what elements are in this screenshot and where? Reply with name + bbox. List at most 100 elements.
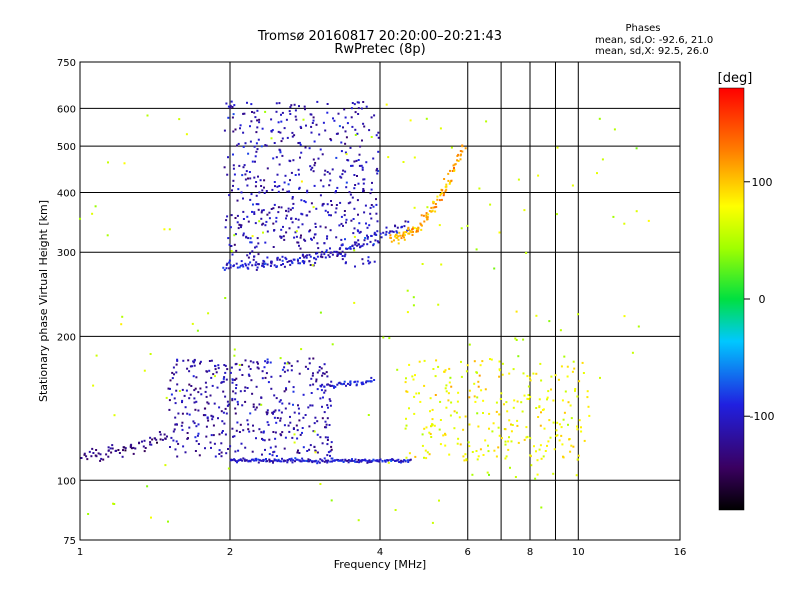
echo-point [290, 369, 293, 372]
echo-point [274, 185, 276, 188]
echo-point [213, 442, 216, 445]
echo-point [183, 394, 186, 397]
echo-point [257, 461, 260, 464]
echo-point [247, 220, 250, 223]
echo-point [367, 256, 370, 259]
echo-point [107, 455, 110, 458]
echo-point [438, 428, 441, 431]
echo-point [312, 116, 315, 119]
echo-point [453, 163, 456, 166]
echo-point [247, 263, 250, 266]
echo-point [247, 237, 250, 240]
echo-point [294, 460, 296, 463]
echo-point [264, 144, 267, 147]
echo-point [513, 399, 516, 402]
echo-point [368, 461, 371, 464]
echo-point [239, 390, 242, 393]
echo-point [373, 231, 376, 234]
echo-point [467, 441, 470, 444]
echo-point [158, 431, 161, 433]
echo-point [459, 443, 462, 446]
echo-point [321, 256, 324, 259]
echo-point [85, 455, 88, 458]
echo-point [530, 464, 533, 467]
echo-point [249, 368, 252, 370]
echo-point [196, 329, 199, 332]
echo-point [248, 459, 251, 462]
echo-point [486, 471, 489, 474]
echo-point [330, 139, 333, 142]
echo-point [161, 438, 164, 441]
echo-point [279, 357, 282, 360]
echo-point [374, 459, 377, 462]
echo-point [245, 459, 248, 462]
echo-point [306, 191, 309, 194]
echo-point [354, 243, 357, 246]
echo-point [214, 455, 217, 458]
echo-point [251, 250, 254, 253]
echo-point [356, 229, 359, 232]
echo-point [336, 253, 339, 256]
echo-point [509, 466, 511, 469]
echo-point [382, 231, 385, 234]
echo-point [79, 217, 81, 220]
echo-point [260, 211, 263, 214]
echo-point [223, 166, 226, 169]
echo-point [207, 312, 210, 315]
echo-point [517, 178, 520, 181]
echo-point [376, 172, 379, 175]
echo-point [308, 425, 311, 428]
echo-point [354, 128, 357, 131]
echo-point [169, 379, 172, 382]
echo-point [550, 388, 552, 391]
echo-point [204, 381, 207, 384]
echo-point [87, 513, 90, 515]
echo-point [543, 427, 546, 430]
echo-point [251, 111, 253, 113]
echo-point [233, 435, 236, 438]
echo-point [260, 185, 263, 187]
echo-point [412, 378, 415, 381]
echo-point [310, 168, 313, 171]
echo-point [413, 156, 416, 159]
echo-point [207, 419, 210, 422]
echo-point [247, 256, 250, 259]
echo-point [238, 368, 241, 371]
echo-point [623, 315, 626, 318]
echo-point [281, 402, 284, 405]
echo-point [281, 137, 284, 140]
echo-point [534, 477, 537, 480]
echo-point [255, 459, 258, 462]
echo-point [456, 159, 459, 162]
echo-point [456, 400, 459, 403]
echo-point [468, 343, 471, 346]
echo-point [223, 129, 226, 132]
echo-point [414, 374, 416, 377]
echo-point [395, 233, 398, 236]
echo-point [291, 461, 294, 464]
echo-point [399, 461, 402, 464]
echo-point [194, 387, 197, 390]
echo-point [172, 366, 175, 369]
echo-point [332, 385, 335, 388]
echo-point [370, 460, 373, 463]
echo-point [204, 447, 206, 450]
echo-point [326, 111, 329, 114]
echo-point [336, 383, 339, 386]
echo-point [498, 368, 501, 371]
echo-point [351, 244, 354, 247]
echo-point [487, 444, 489, 447]
echo-point [280, 206, 283, 209]
echo-point [421, 263, 424, 265]
x-axis-ticks: 1 2 4 6 8 10 16 [77, 547, 687, 558]
echo-point [330, 441, 333, 444]
echo-point [234, 233, 237, 236]
echo-point [185, 389, 188, 392]
echo-point [149, 441, 152, 444]
echo-point [99, 453, 102, 456]
echo-point [488, 412, 491, 415]
echo-point [258, 121, 261, 124]
echo-point [432, 206, 435, 209]
echo-point [430, 206, 433, 209]
echo-point [307, 406, 310, 409]
